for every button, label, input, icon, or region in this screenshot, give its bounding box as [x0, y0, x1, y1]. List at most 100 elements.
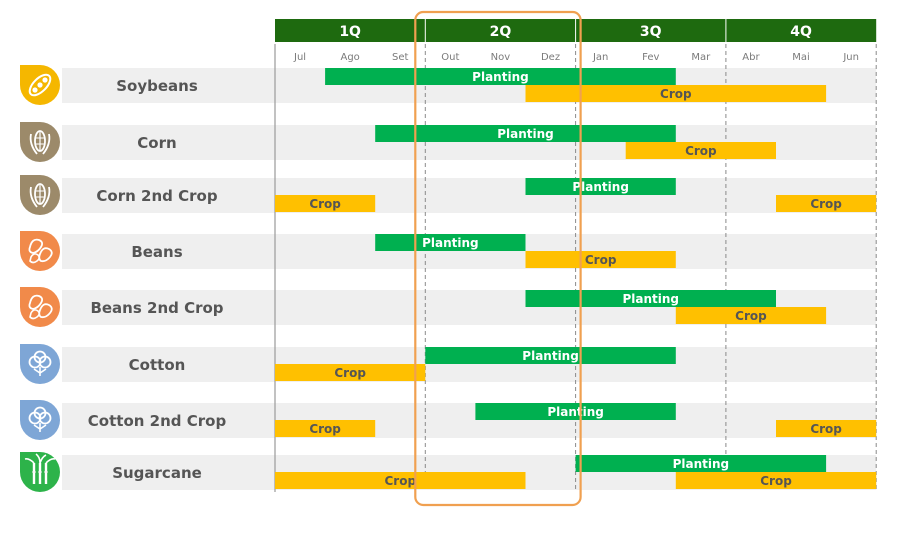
month-label: Ago [340, 52, 359, 63]
planting-bar [375, 125, 676, 142]
cotton-icon [20, 400, 60, 440]
quarter-header: 1Q 2Q 3Q 4Q [275, 19, 877, 42]
planting-bar [425, 347, 676, 364]
crop-label: Crop [334, 366, 366, 380]
planting-label: Planting [622, 292, 679, 306]
icon-badge [20, 231, 60, 271]
crop-label: Crop [660, 87, 692, 101]
quarter-label: 3Q [640, 24, 662, 40]
crop-name: Corn 2nd Crop [96, 187, 217, 205]
quarter-label: 2Q [490, 24, 512, 40]
crop-label: Crop [309, 422, 341, 436]
cotton-icon [20, 344, 60, 384]
planting-bar [325, 68, 676, 85]
quarter-label: 1Q [339, 24, 361, 40]
crop-bar [525, 85, 827, 102]
husk [42, 186, 51, 208]
stem [33, 423, 47, 432]
crop-bar [275, 420, 376, 437]
crop-label: Crop [735, 309, 767, 323]
soybean-icon [20, 65, 60, 105]
month-label: Nov [491, 52, 511, 63]
crop-bar [675, 472, 877, 489]
crop-name: Cotton [129, 356, 186, 374]
quarter-header-cell [575, 19, 726, 42]
husk [42, 133, 51, 155]
bean [38, 303, 53, 319]
planting-label: Planting [547, 405, 604, 419]
planting-bar [475, 403, 676, 420]
planting-bar [375, 234, 526, 251]
crop-bar [776, 195, 877, 212]
bean [29, 309, 41, 320]
crop-bar [275, 195, 376, 212]
pod-outline [28, 73, 52, 97]
bean [28, 294, 44, 310]
planting-label: Planting [472, 70, 529, 84]
planting-bar [525, 178, 676, 195]
crop-label: Crop [384, 474, 416, 488]
corn-icon [20, 122, 60, 162]
planting-label: Planting [497, 127, 554, 141]
crop-label: Crop [810, 197, 842, 211]
leaves [24, 453, 56, 464]
highlight-frame [414, 10, 582, 507]
planting-label: Planting [673, 457, 730, 471]
row-background [62, 403, 877, 438]
crop-bar [625, 142, 776, 159]
crop-name: Soybeans [116, 77, 198, 95]
month-label: Mar [691, 52, 711, 63]
planting-bar [525, 290, 776, 307]
crop-label: Crop [810, 422, 842, 436]
seed [32, 87, 38, 93]
icon-badge [20, 287, 60, 327]
row-background [62, 178, 877, 213]
stem [33, 367, 47, 376]
crop-bar [675, 307, 827, 324]
seed [42, 77, 48, 83]
crop-name: Beans 2nd Crop [90, 299, 223, 317]
crop-bar [275, 364, 426, 381]
bean [38, 247, 53, 263]
seed [37, 82, 43, 88]
month-label: Out [441, 52, 459, 63]
month-labels: Jul Ago Set Out Nov Dez Jan Fev Mar Abr Mai Jun [293, 52, 859, 63]
beans-icon [20, 231, 60, 271]
crop-bar [776, 420, 877, 437]
crop-labels: Soybeans Corn Corn 2nd Crop Beans Beans 2nd … [88, 77, 227, 482]
crop-name: Corn [137, 134, 176, 152]
month-label: Mai [792, 52, 810, 63]
month-label: Fev [642, 52, 659, 63]
month-label: Jul [293, 52, 306, 63]
month-label: Dez [541, 52, 560, 63]
crop-name: Sugarcane [112, 464, 202, 482]
quarter-label: 4Q [790, 24, 812, 40]
month-label: Jan [592, 52, 608, 63]
crop-icons [20, 65, 60, 492]
sugarcane-icon [20, 452, 60, 492]
planting-label: Planting [422, 236, 479, 250]
boll [33, 406, 47, 420]
month-label: Jun [842, 52, 859, 63]
crop-name: Cotton 2nd Crop [88, 412, 227, 430]
boll [33, 350, 47, 364]
crop-label: Crop [760, 474, 792, 488]
crop-bar [275, 472, 526, 489]
husk [29, 186, 38, 208]
planting-label: Planting [522, 349, 579, 363]
quarter-header-cell [425, 19, 576, 42]
month-label: Set [392, 52, 409, 63]
planting-label: Planting [572, 180, 629, 194]
planting-bar [575, 455, 827, 472]
crop-label: Crop [685, 144, 717, 158]
husk [29, 133, 38, 155]
crop-bar [525, 251, 676, 268]
crop-label: Crop [309, 197, 341, 211]
beans-icon [20, 287, 60, 327]
quarter-header-cell [725, 19, 877, 42]
crop-label: Crop [585, 253, 617, 267]
schedule-bars: Planting Crop Planting Crop Planting Crop Crop… [275, 68, 877, 489]
crop-name: Beans [131, 243, 182, 261]
quarter-header-cell [275, 19, 426, 42]
